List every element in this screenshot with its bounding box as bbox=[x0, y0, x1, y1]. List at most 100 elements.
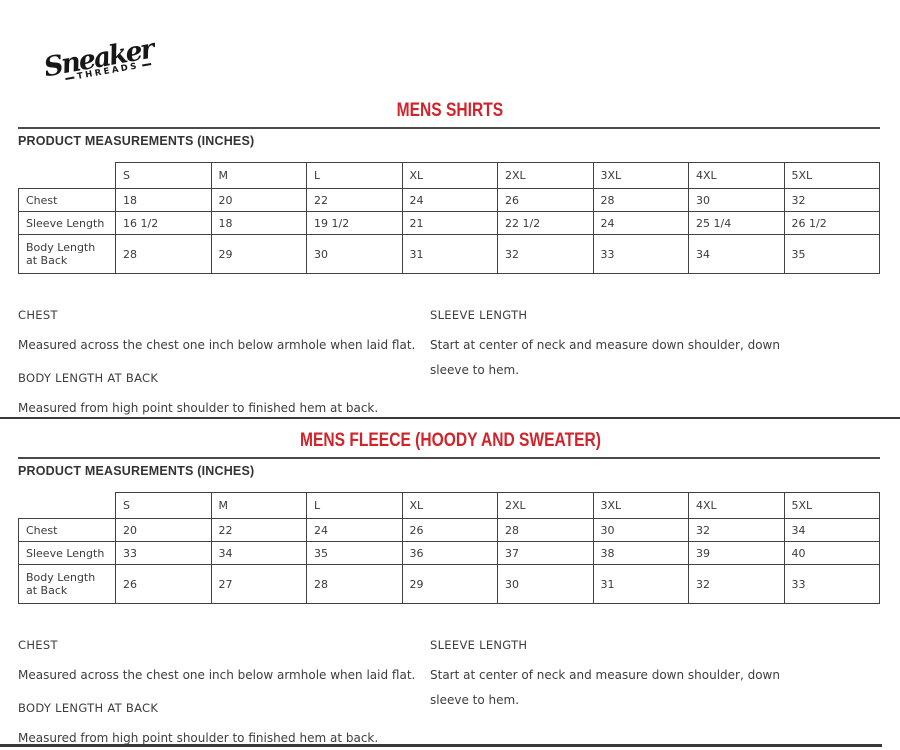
measurement-value: 20 bbox=[210, 188, 307, 212]
size-column-header: 4XL bbox=[688, 162, 785, 189]
measurement-row: Chest 18 20 22 24 26 28 30 32 bbox=[18, 188, 880, 212]
measurement-value: 22 bbox=[306, 188, 403, 212]
measurement-value: 20 bbox=[115, 518, 212, 542]
measurement-value: 22 bbox=[210, 518, 307, 542]
section-divider-rule bbox=[0, 417, 900, 419]
product-measurements-label: PRODUCT MEASUREMENTS (INCHES) bbox=[18, 464, 255, 478]
product-measurements-label: PRODUCT MEASUREMENTS (INCHES) bbox=[18, 134, 255, 148]
measurement-value: 28 bbox=[592, 188, 689, 212]
measurement-value: 27 bbox=[210, 564, 307, 604]
size-column-header: 3XL bbox=[592, 492, 689, 519]
measurement-value: 34 bbox=[210, 541, 307, 565]
size-header-row: S M L XL 2XL 3XL 4XL 5XL bbox=[18, 162, 880, 189]
size-column-header: S bbox=[115, 162, 212, 189]
size-column-header: M bbox=[210, 492, 307, 519]
measurement-value: 38 bbox=[592, 541, 689, 565]
measurement-value: 24 bbox=[401, 188, 498, 212]
size-column-header: 5XL bbox=[783, 162, 880, 189]
size-column-header: L bbox=[306, 492, 403, 519]
measurement-value: 36 bbox=[401, 541, 498, 565]
definition-description: Start at center of neck and measure down… bbox=[430, 668, 780, 707]
measurement-value: 18 bbox=[115, 188, 212, 212]
measurement-value: 24 bbox=[592, 211, 689, 235]
measurement-value: 29 bbox=[401, 564, 498, 604]
measurement-value: 28 bbox=[115, 234, 212, 274]
size-column-header: 2XL bbox=[497, 492, 594, 519]
measurement-row: Sleeve Length 16 1/2 18 19 1/2 21 22 1/2 24 25 … bbox=[18, 211, 880, 235]
size-header-row: S M L XL 2XL 3XL 4XL 5XL bbox=[18, 492, 880, 519]
measurement-value: 32 bbox=[688, 564, 785, 604]
section-title: MENS SHIRTS bbox=[0, 100, 900, 122]
measurement-value: 30 bbox=[688, 188, 785, 212]
definition-term: BODY LENGTH AT BACK bbox=[18, 701, 159, 715]
measurement-value: 25 1/4 bbox=[688, 211, 785, 235]
definitions-right-column: SLEEVE LENGTH Start at center of neck an… bbox=[430, 638, 822, 750]
section-title-text: MENS SHIRTS bbox=[396, 100, 504, 121]
size-table-mens-shirts: S M L XL 2XL 3XL 4XL 5XL Chest 18 20 22 24 26 28 30 32 Sl… bbox=[18, 162, 880, 274]
measurement-value: 32 bbox=[783, 188, 880, 212]
measurement-value: 28 bbox=[306, 564, 403, 604]
measurement-value: 34 bbox=[688, 234, 785, 274]
row-label: Body Length at Back bbox=[18, 564, 116, 604]
sneaker-threads-logo: Sneaker THREADS bbox=[42, 34, 156, 88]
definition-term: CHEST bbox=[18, 308, 58, 322]
title-underline-rule bbox=[18, 457, 880, 459]
measurement-value: 33 bbox=[115, 541, 212, 565]
row-label: Sleeve Length bbox=[18, 211, 116, 235]
measurement-value: 26 bbox=[497, 188, 594, 212]
measurement-value: 22 1/2 bbox=[497, 211, 594, 235]
row-label: Body Length at Back bbox=[18, 234, 116, 274]
measurement-value: 30 bbox=[306, 234, 403, 274]
definition-term: SLEEVE LENGTH bbox=[430, 638, 528, 652]
measurement-value: 26 1/2 bbox=[783, 211, 880, 235]
measurement-value: 30 bbox=[497, 564, 594, 604]
size-column-header: 4XL bbox=[688, 492, 785, 519]
measurement-value: 26 bbox=[115, 564, 212, 604]
measurement-value: 35 bbox=[783, 234, 880, 274]
measurement-value: 32 bbox=[497, 234, 594, 274]
definition-description: Measured from high point shoulder to fin… bbox=[18, 731, 379, 745]
row-label: Sleeve Length bbox=[18, 541, 116, 565]
definition-term: SLEEVE LENGTH bbox=[430, 308, 528, 322]
measurement-value: 33 bbox=[783, 564, 880, 604]
measurement-row: Sleeve Length 33 34 35 36 37 38 39 40 bbox=[18, 541, 880, 565]
measurement-row: Chest 20 22 24 26 28 30 32 34 bbox=[18, 518, 880, 542]
measurement-value: 19 1/2 bbox=[306, 211, 403, 235]
measurement-definitions: CHEST Measured across the chest one inch… bbox=[18, 308, 882, 434]
measurement-value: 31 bbox=[401, 234, 498, 274]
measurement-value: 28 bbox=[497, 518, 594, 542]
definition-term: BODY LENGTH AT BACK bbox=[18, 371, 159, 385]
definitions-left-column: CHEST Measured across the chest one inch… bbox=[18, 638, 430, 750]
size-table-mens-fleece: S M L XL 2XL 3XL 4XL 5XL Chest 20 22 24 26 28 30 32 34 Sl… bbox=[18, 492, 880, 604]
size-column-header: S bbox=[115, 492, 212, 519]
row-label: Chest bbox=[18, 518, 116, 542]
measurement-value: 31 bbox=[592, 564, 689, 604]
size-column-header: 2XL bbox=[497, 162, 594, 189]
measurement-value: 34 bbox=[783, 518, 880, 542]
blank-header-cell bbox=[18, 162, 116, 189]
definitions-right-column: SLEEVE LENGTH Start at center of neck an… bbox=[430, 308, 822, 434]
measurement-value: 35 bbox=[306, 541, 403, 565]
measurement-value: 32 bbox=[688, 518, 785, 542]
title-underline-rule bbox=[18, 127, 880, 129]
row-label: Chest bbox=[18, 188, 116, 212]
definition-term: CHEST bbox=[18, 638, 58, 652]
measurement-value: 40 bbox=[783, 541, 880, 565]
bottom-border-rule bbox=[0, 744, 882, 747]
measurement-value: 29 bbox=[210, 234, 307, 274]
measurement-value: 24 bbox=[306, 518, 403, 542]
measurement-value: 16 1/2 bbox=[115, 211, 212, 235]
definition-description: Measured from high point shoulder to fin… bbox=[18, 401, 379, 415]
blank-header-cell bbox=[18, 492, 116, 519]
size-column-header: M bbox=[210, 162, 307, 189]
size-column-header: 5XL bbox=[783, 492, 880, 519]
measurement-definitions: CHEST Measured across the chest one inch… bbox=[18, 638, 882, 750]
section-title: MENS FLEECE (HOODY AND SWEATER) bbox=[0, 430, 900, 452]
definition-description: Measured across the chest one inch below… bbox=[18, 668, 416, 682]
measurement-value: 26 bbox=[401, 518, 498, 542]
measurement-value: 37 bbox=[497, 541, 594, 565]
definition-description: Start at center of neck and measure down… bbox=[430, 338, 780, 377]
definition-description: Measured across the chest one inch below… bbox=[18, 338, 416, 352]
measurement-row: Body Length at Back 26 27 28 29 30 31 32 33 bbox=[18, 564, 880, 604]
